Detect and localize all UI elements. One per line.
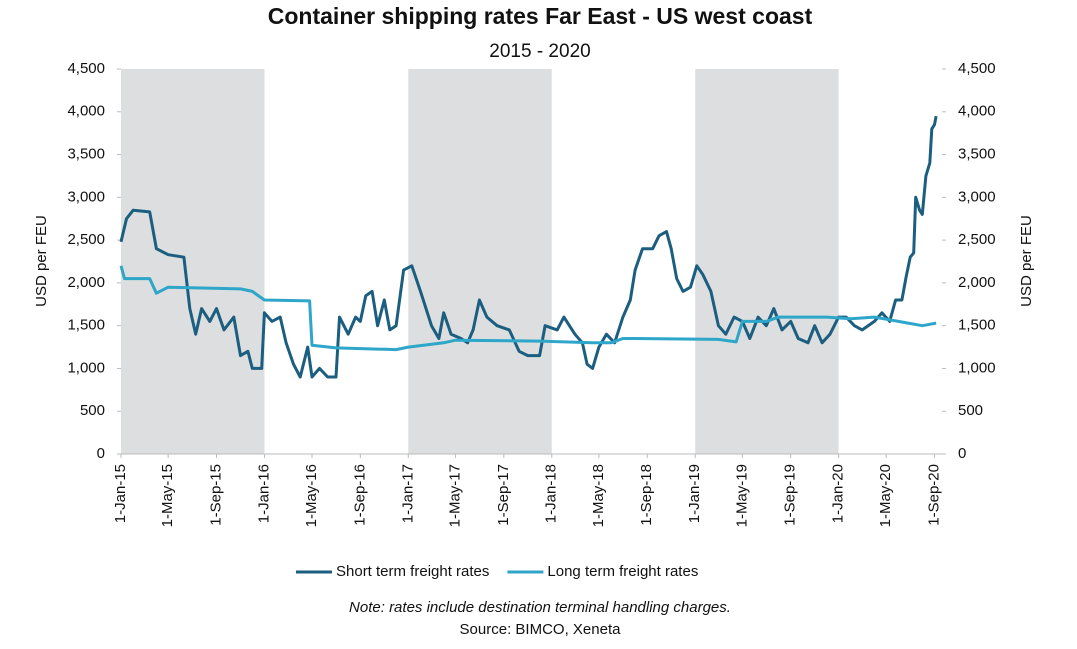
y-tick-label: 500 [80,402,105,419]
y2-tick-label: 1,500 [958,317,996,334]
y-tick-label: 1,000 [67,359,105,376]
note: Note: rates include destination terminal… [349,599,731,616]
y-tick-label: 0 [97,445,105,462]
year-shading [408,69,552,454]
y2-tick-label: 4,500 [958,60,996,77]
x-tick-label: 1-May-16 [303,464,320,527]
year-shading [121,69,265,454]
legend-label: Long term freight rates [547,563,698,580]
x-tick-label: 1-Sep-19 [782,464,799,526]
chart-subtitle: 2015 - 2020 [489,41,590,62]
y-tick-label: 4,000 [67,103,105,120]
x-tick-label: 1-Jan-15 [112,464,129,523]
y2-tick-label: 1,000 [958,359,996,376]
y-tick-label: 2,000 [67,274,105,291]
x-tick-label: 1-May-18 [590,464,607,527]
x-tick-label: 1-Sep-15 [207,464,224,526]
x-tick-label: 1-May-19 [733,464,750,527]
y-axis-label: USD per FEU [33,215,50,307]
year-shading [695,69,839,454]
y2-tick-label: 4,000 [958,103,996,120]
x-tick-label: 1-Jan-16 [255,464,272,523]
y2-tick-label: 2,500 [958,231,996,248]
y-tick-label: 2,500 [67,231,105,248]
x-tick-label: 1-Jan-18 [543,464,560,523]
source: Source: BIMCO, Xeneta [460,621,622,638]
y-tick-label: 3,500 [67,146,105,163]
x-tick-label: 1-May-17 [446,464,463,527]
x-tick-label: 1-Sep-17 [495,464,512,526]
y2-axis-label: USD per FEU [1018,215,1035,307]
y2-tick-label: 3,000 [958,188,996,205]
y2-tick-label: 500 [958,402,983,419]
x-tick-label: 1-Sep-18 [638,464,655,526]
x-tick-label: 1-Sep-16 [351,464,368,526]
y2-tick-label: 0 [958,445,966,462]
y-tick-label: 4,500 [67,60,105,77]
x-tick-label: 1-May-15 [159,464,176,527]
y-tick-label: 3,000 [67,188,105,205]
y2-tick-label: 2,000 [958,274,996,291]
series-line [119,265,937,352]
x-tick-label: 1-Jan-20 [830,464,847,523]
legend-label: Short term freight rates [336,563,489,580]
x-tick-label: 1-May-20 [877,464,894,527]
x-tick-label: 1-Sep-20 [926,464,943,526]
x-tick-label: 1-Jan-19 [686,464,703,523]
y-tick-label: 1,500 [67,317,105,334]
chart-title: Container shipping rates Far East - US w… [268,3,813,29]
y2-tick-label: 3,500 [958,146,996,163]
x-tick-label: 1-Jan-17 [399,464,416,523]
